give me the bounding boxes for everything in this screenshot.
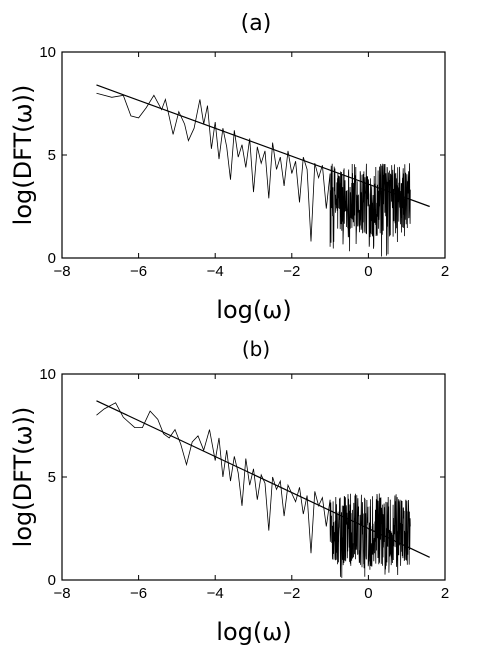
- panel-a-xtick-label: −4: [207, 263, 224, 280]
- panel-a-xtick-label: 2: [441, 263, 449, 280]
- panel-a-xlabel: log(ω): [216, 296, 291, 324]
- panel-b-ytick-label: 5: [48, 469, 56, 486]
- panel-b-axes-frame: [61, 373, 446, 581]
- panel-b-title: (b): [242, 337, 270, 361]
- panel-a-xtick-label: −6: [130, 263, 147, 280]
- panel-a-fit-line: [96, 84, 430, 208]
- panel-a-spectrum-line: [96, 92, 411, 257]
- panel-b-ytick-label: 10: [39, 366, 56, 383]
- panel-b: (b) −8 −6 −4 −2 0 2 0 5 10 log(ω) log(DFT(ω)): [9, 337, 449, 646]
- panel-b-ticks: −8 −6 −4 −2 0 2 0 5 10: [39, 366, 449, 602]
- panel-a-ticks: −8 −6 −4 −2 0 2 0 5 10: [39, 44, 449, 280]
- panel-a: (a) −8 −6 −4 −2 0 2 0 5 10 log(ω) log(DFT(ω)): [9, 11, 449, 324]
- panel-b-spectrum-line: [96, 402, 411, 578]
- panel-b-xtick-label: 0: [364, 585, 372, 602]
- panel-b-xtick-label: −2: [283, 585, 300, 602]
- panel-a-ytick-label: 0: [48, 250, 56, 267]
- panel-b-xtick-label: 2: [441, 585, 449, 602]
- panel-b-xtick-label: −8: [53, 585, 70, 602]
- panel-a-ytick-label: 10: [39, 44, 56, 61]
- panel-b-fit-line: [96, 400, 430, 558]
- panel-a-ytick-label: 5: [48, 147, 56, 164]
- panel-a-plot-area: [96, 84, 430, 257]
- panel-a-xtick-label: 0: [364, 263, 372, 280]
- panel-a-title: (a): [241, 11, 272, 36]
- panel-b-xtick-label: −6: [130, 585, 147, 602]
- panel-a-ylabel: log(DFT(ω)): [9, 85, 37, 226]
- panel-b-xtick-label: −4: [207, 585, 224, 602]
- panel-b-plot-area: [96, 400, 430, 578]
- panel-b-ytick-label: 0: [48, 572, 56, 589]
- panel-a-xtick-label: −2: [283, 263, 300, 280]
- panel-b-xlabel: log(ω): [216, 618, 291, 646]
- panel-a-xtick-label: −8: [53, 263, 70, 280]
- panel-b-ylabel: log(DFT(ω)): [9, 407, 37, 548]
